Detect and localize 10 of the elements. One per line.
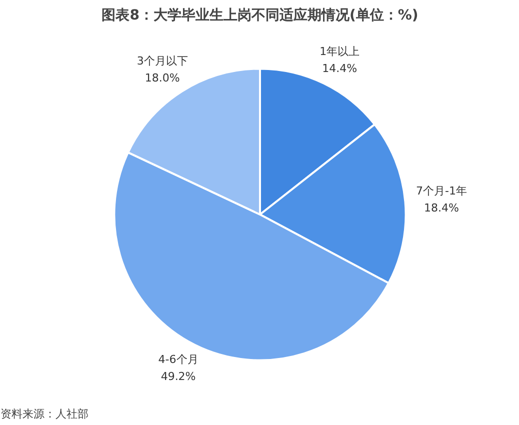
slice-label: 3个月以下 <box>136 54 188 68</box>
data-label: 18.0% <box>144 72 180 85</box>
data-label: 14.4% <box>322 62 358 76</box>
data-label: 18.4% <box>424 202 460 214</box>
chart-title: 图表8：大学毕业生上岗不同适应期情况(单位：%) <box>102 6 418 24</box>
data-label: 49.2% <box>160 370 196 384</box>
slice-label: 1年以上 <box>320 44 360 58</box>
slice-label: 4-6个月 <box>158 352 198 366</box>
slice-label: 7个月-1年 <box>416 184 468 198</box>
text: 资料来源：人社部 <box>0 408 88 420</box>
